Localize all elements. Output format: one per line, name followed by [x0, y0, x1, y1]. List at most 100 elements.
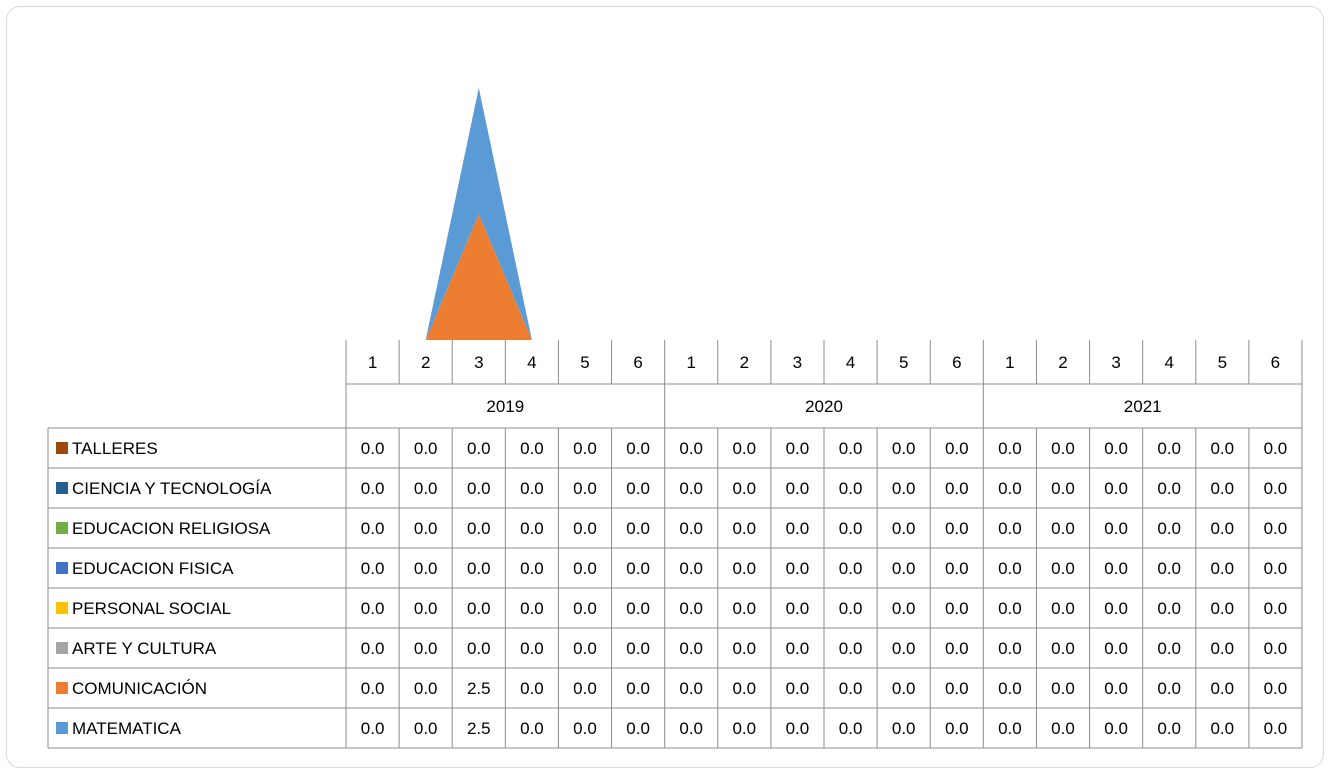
data-label: 0.0: [1051, 559, 1075, 578]
data-label: 0.0: [679, 679, 703, 698]
data-label: 0.0: [1104, 639, 1128, 658]
data-label: 0.0: [892, 719, 916, 738]
data-label: 0.0: [414, 519, 438, 538]
data-label: 0.0: [892, 479, 916, 498]
data-label: 0.0: [945, 719, 969, 738]
data-label: 0.0: [1264, 439, 1288, 458]
data-label: 0.0: [945, 679, 969, 698]
data-label: 0.0: [998, 559, 1022, 578]
data-label: 0.0: [1051, 439, 1075, 458]
data-label: 0.0: [573, 479, 597, 498]
data-label: 0.0: [1210, 519, 1234, 538]
data-label: 0.0: [520, 519, 544, 538]
data-label: 0.0: [414, 439, 438, 458]
data-label: 0.0: [998, 479, 1022, 498]
data-label: 0.0: [892, 599, 916, 618]
category-label: 4: [1164, 353, 1173, 372]
data-label: 0.0: [573, 439, 597, 458]
data-label: 0.0: [892, 679, 916, 698]
data-label: 0.0: [839, 559, 863, 578]
area-comunicacion: [372, 214, 1276, 340]
data-label: 0.0: [414, 479, 438, 498]
data-label: 0.0: [998, 439, 1022, 458]
data-label: 0.0: [1051, 679, 1075, 698]
data-label: 0.0: [786, 439, 810, 458]
legend-label-matematica: MATEMATICA: [72, 719, 182, 738]
data-label: 0.0: [467, 559, 491, 578]
data-label: 0.0: [839, 639, 863, 658]
data-label: 0.0: [1157, 639, 1181, 658]
data-label: 0.0: [732, 439, 756, 458]
data-label: 0.0: [361, 719, 385, 738]
data-label: 0.0: [361, 639, 385, 658]
data-label: 0.0: [732, 559, 756, 578]
data-label: 0.0: [1264, 679, 1288, 698]
data-label: 0.0: [1157, 599, 1181, 618]
legend-swatch-talleres: [56, 442, 68, 454]
category-label: 3: [474, 353, 483, 372]
data-label: 0.0: [1210, 559, 1234, 578]
data-label: 0.0: [732, 719, 756, 738]
data-label: 0.0: [1051, 479, 1075, 498]
data-label: 0.0: [414, 719, 438, 738]
data-label: 0.0: [467, 479, 491, 498]
data-label: 2.5: [467, 679, 491, 698]
data-label: 0.0: [361, 479, 385, 498]
data-label: 0.0: [520, 599, 544, 618]
data-label: 0.0: [361, 679, 385, 698]
data-label: 0.0: [626, 639, 650, 658]
data-label: 0.0: [945, 639, 969, 658]
data-label: 0.0: [361, 519, 385, 538]
data-label: 0.0: [945, 519, 969, 538]
data-label: 0.0: [1104, 719, 1128, 738]
data-label: 0.0: [679, 599, 703, 618]
data-label: 0.0: [679, 639, 703, 658]
data-label: 0.0: [414, 639, 438, 658]
data-label: 0.0: [1264, 639, 1288, 658]
data-label: 0.0: [732, 479, 756, 498]
data-label: 0.0: [467, 519, 491, 538]
legend-swatch-educacion-fisica: [56, 562, 68, 574]
data-label: 0.0: [892, 559, 916, 578]
data-label: 0.0: [626, 439, 650, 458]
legend-label-ciencia-y-tecnologia: CIENCIA Y TECNOLOGÍA: [72, 479, 272, 498]
data-label: 0.0: [520, 479, 544, 498]
data-label: 0.0: [1210, 719, 1234, 738]
data-label: 0.0: [520, 439, 544, 458]
category-label: 4: [846, 353, 855, 372]
data-label: 0.0: [626, 599, 650, 618]
data-label: 0.0: [1264, 479, 1288, 498]
data-label: 0.0: [626, 719, 650, 738]
data-label: 0.0: [1264, 519, 1288, 538]
group-label: 2021: [1124, 397, 1162, 416]
data-label: 0.0: [998, 679, 1022, 698]
data-label: 0.0: [1051, 719, 1075, 738]
data-label: 0.0: [1104, 679, 1128, 698]
data-label: 0.0: [414, 599, 438, 618]
data-label: 0.0: [1104, 479, 1128, 498]
data-label: 0.0: [520, 639, 544, 658]
data-label: 0.0: [1104, 519, 1128, 538]
category-label: 5: [580, 353, 589, 372]
legend-label-personal-social: PERSONAL SOCIAL: [72, 599, 231, 618]
category-label: 1: [368, 353, 377, 372]
data-label: 0.0: [1051, 639, 1075, 658]
data-label: 0.0: [679, 439, 703, 458]
legend-label-educacion-religiosa: EDUCACION RELIGIOSA: [72, 519, 271, 538]
data-label: 0.0: [1210, 599, 1234, 618]
category-label: 5: [899, 353, 908, 372]
data-label: 0.0: [786, 639, 810, 658]
data-label: 0.0: [520, 719, 544, 738]
data-label: 0.0: [1104, 559, 1128, 578]
data-label: 0.0: [786, 679, 810, 698]
category-label: 2: [740, 353, 749, 372]
data-label: 0.0: [945, 479, 969, 498]
legend-label-talleres: TALLERES: [72, 439, 158, 458]
data-label: 0.0: [573, 559, 597, 578]
data-label: 0.0: [1051, 519, 1075, 538]
data-label: 0.0: [467, 639, 491, 658]
data-label: 0.0: [1264, 719, 1288, 738]
data-label: 0.0: [1051, 599, 1075, 618]
